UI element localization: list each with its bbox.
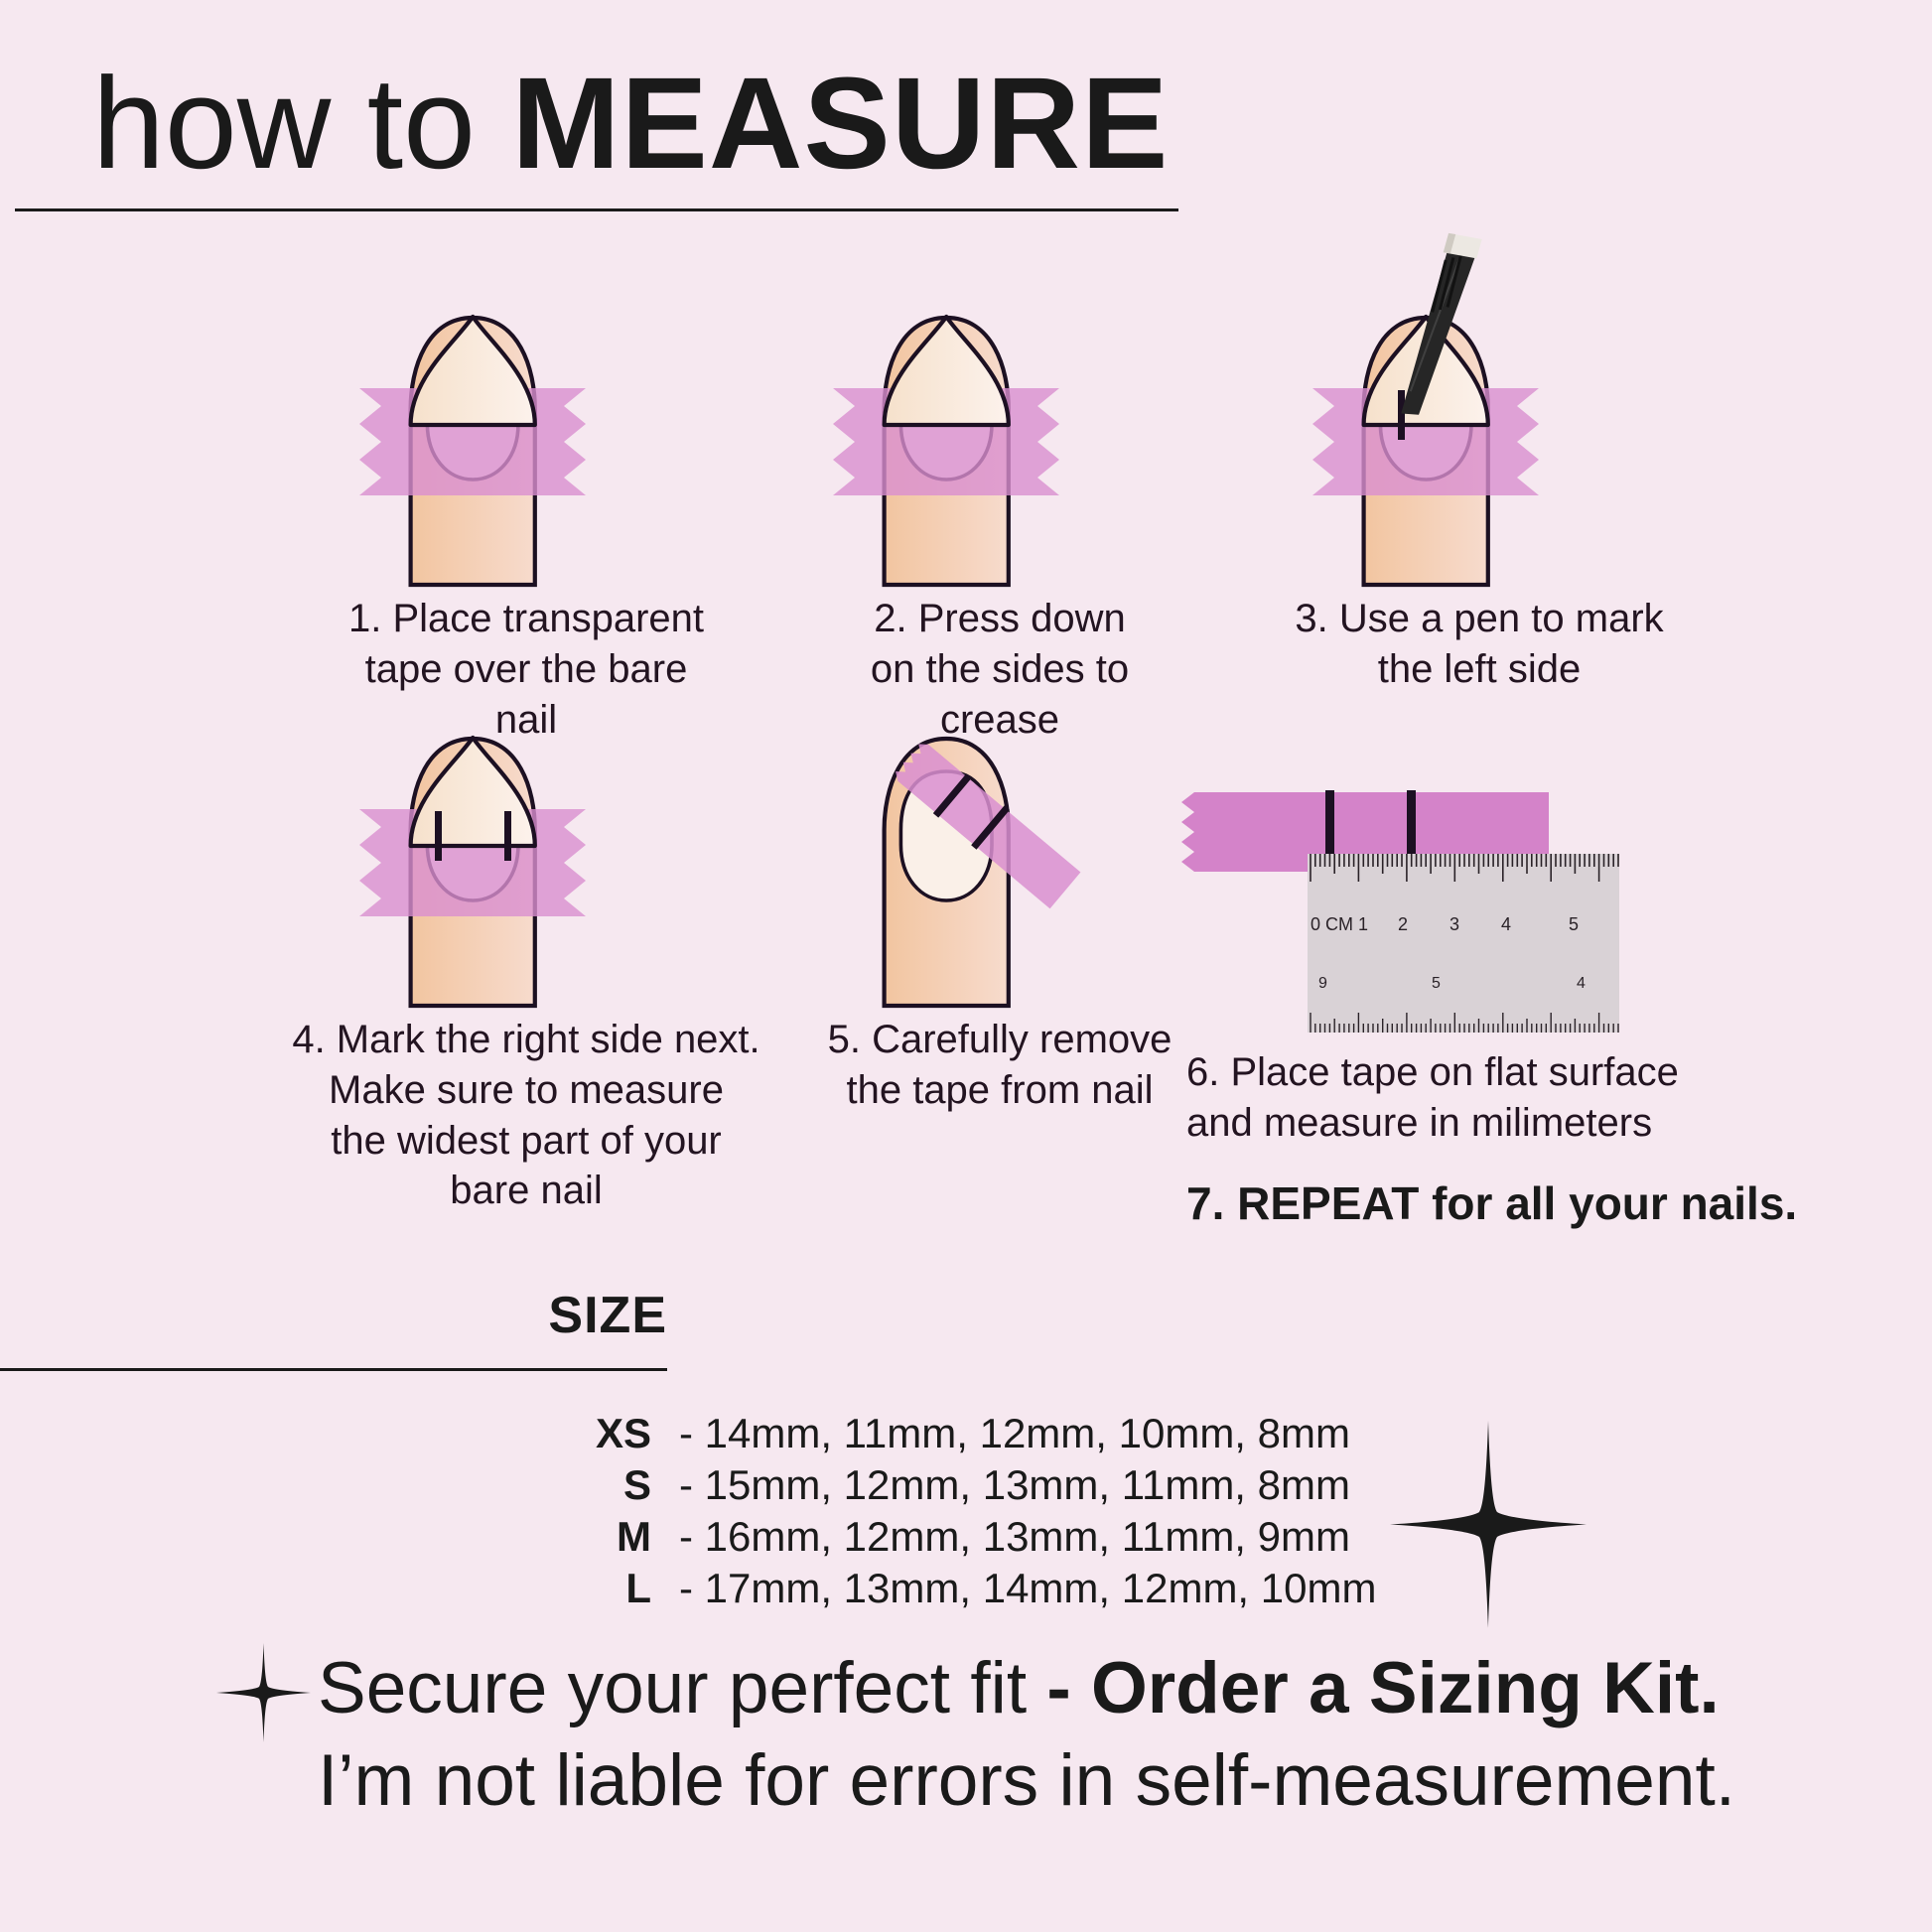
svg-text:5: 5 [1432, 975, 1441, 992]
svg-text:2: 2 [1398, 914, 1408, 934]
svg-text:5: 5 [1569, 914, 1579, 934]
svg-text:3: 3 [1449, 914, 1459, 934]
svg-text:4: 4 [1577, 975, 1586, 992]
svg-text:4: 4 [1501, 914, 1511, 934]
svg-text:0 CM 1: 0 CM 1 [1311, 914, 1368, 934]
svg-text:9: 9 [1318, 975, 1327, 992]
